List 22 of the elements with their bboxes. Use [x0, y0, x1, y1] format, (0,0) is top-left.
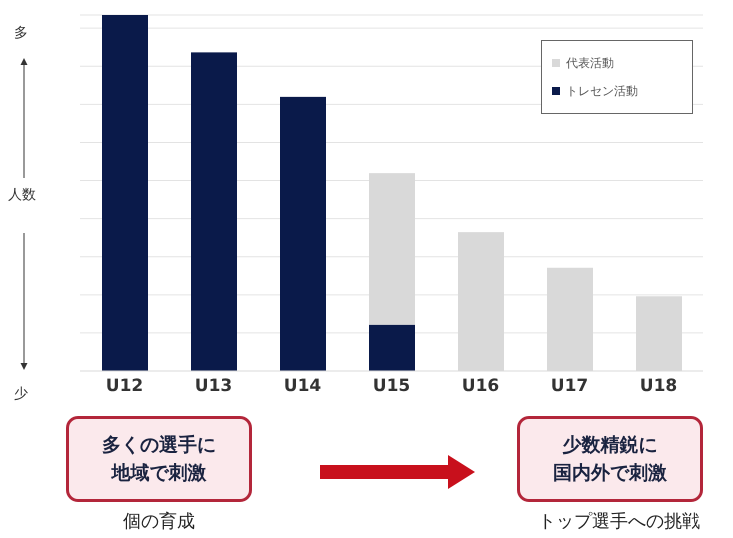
text: 少 — [14, 385, 28, 403]
text: 多 — [14, 24, 28, 42]
text: 個の育成 — [122, 510, 196, 533]
text: トップ選手への挑戦 — [537, 510, 701, 533]
x-tick-label: U16 — [462, 376, 500, 396]
x-tick-label: U13 — [194, 376, 232, 396]
text: 多くの選手に — [102, 434, 216, 456]
text: 地域で刺激 — [112, 462, 206, 484]
bar — [280, 96, 326, 371]
legend-label: トレセン活動 — [565, 83, 639, 100]
text: 少数精鋭に — [562, 434, 658, 456]
bar — [102, 15, 148, 371]
x-tick-label: U17 — [550, 376, 588, 396]
x-tick-label: U12 — [106, 376, 144, 396]
bar — [191, 52, 237, 371]
x-tick-label: U15 — [372, 376, 410, 396]
x-tick-label: U14 — [284, 376, 322, 396]
x-tick-label: U18 — [640, 376, 678, 396]
text: 国内外で刺激 — [553, 462, 667, 484]
legend-label: 代表活動 — [565, 55, 615, 72]
bar — [369, 324, 415, 371]
y-axis-title: 人数 — [8, 186, 36, 204]
